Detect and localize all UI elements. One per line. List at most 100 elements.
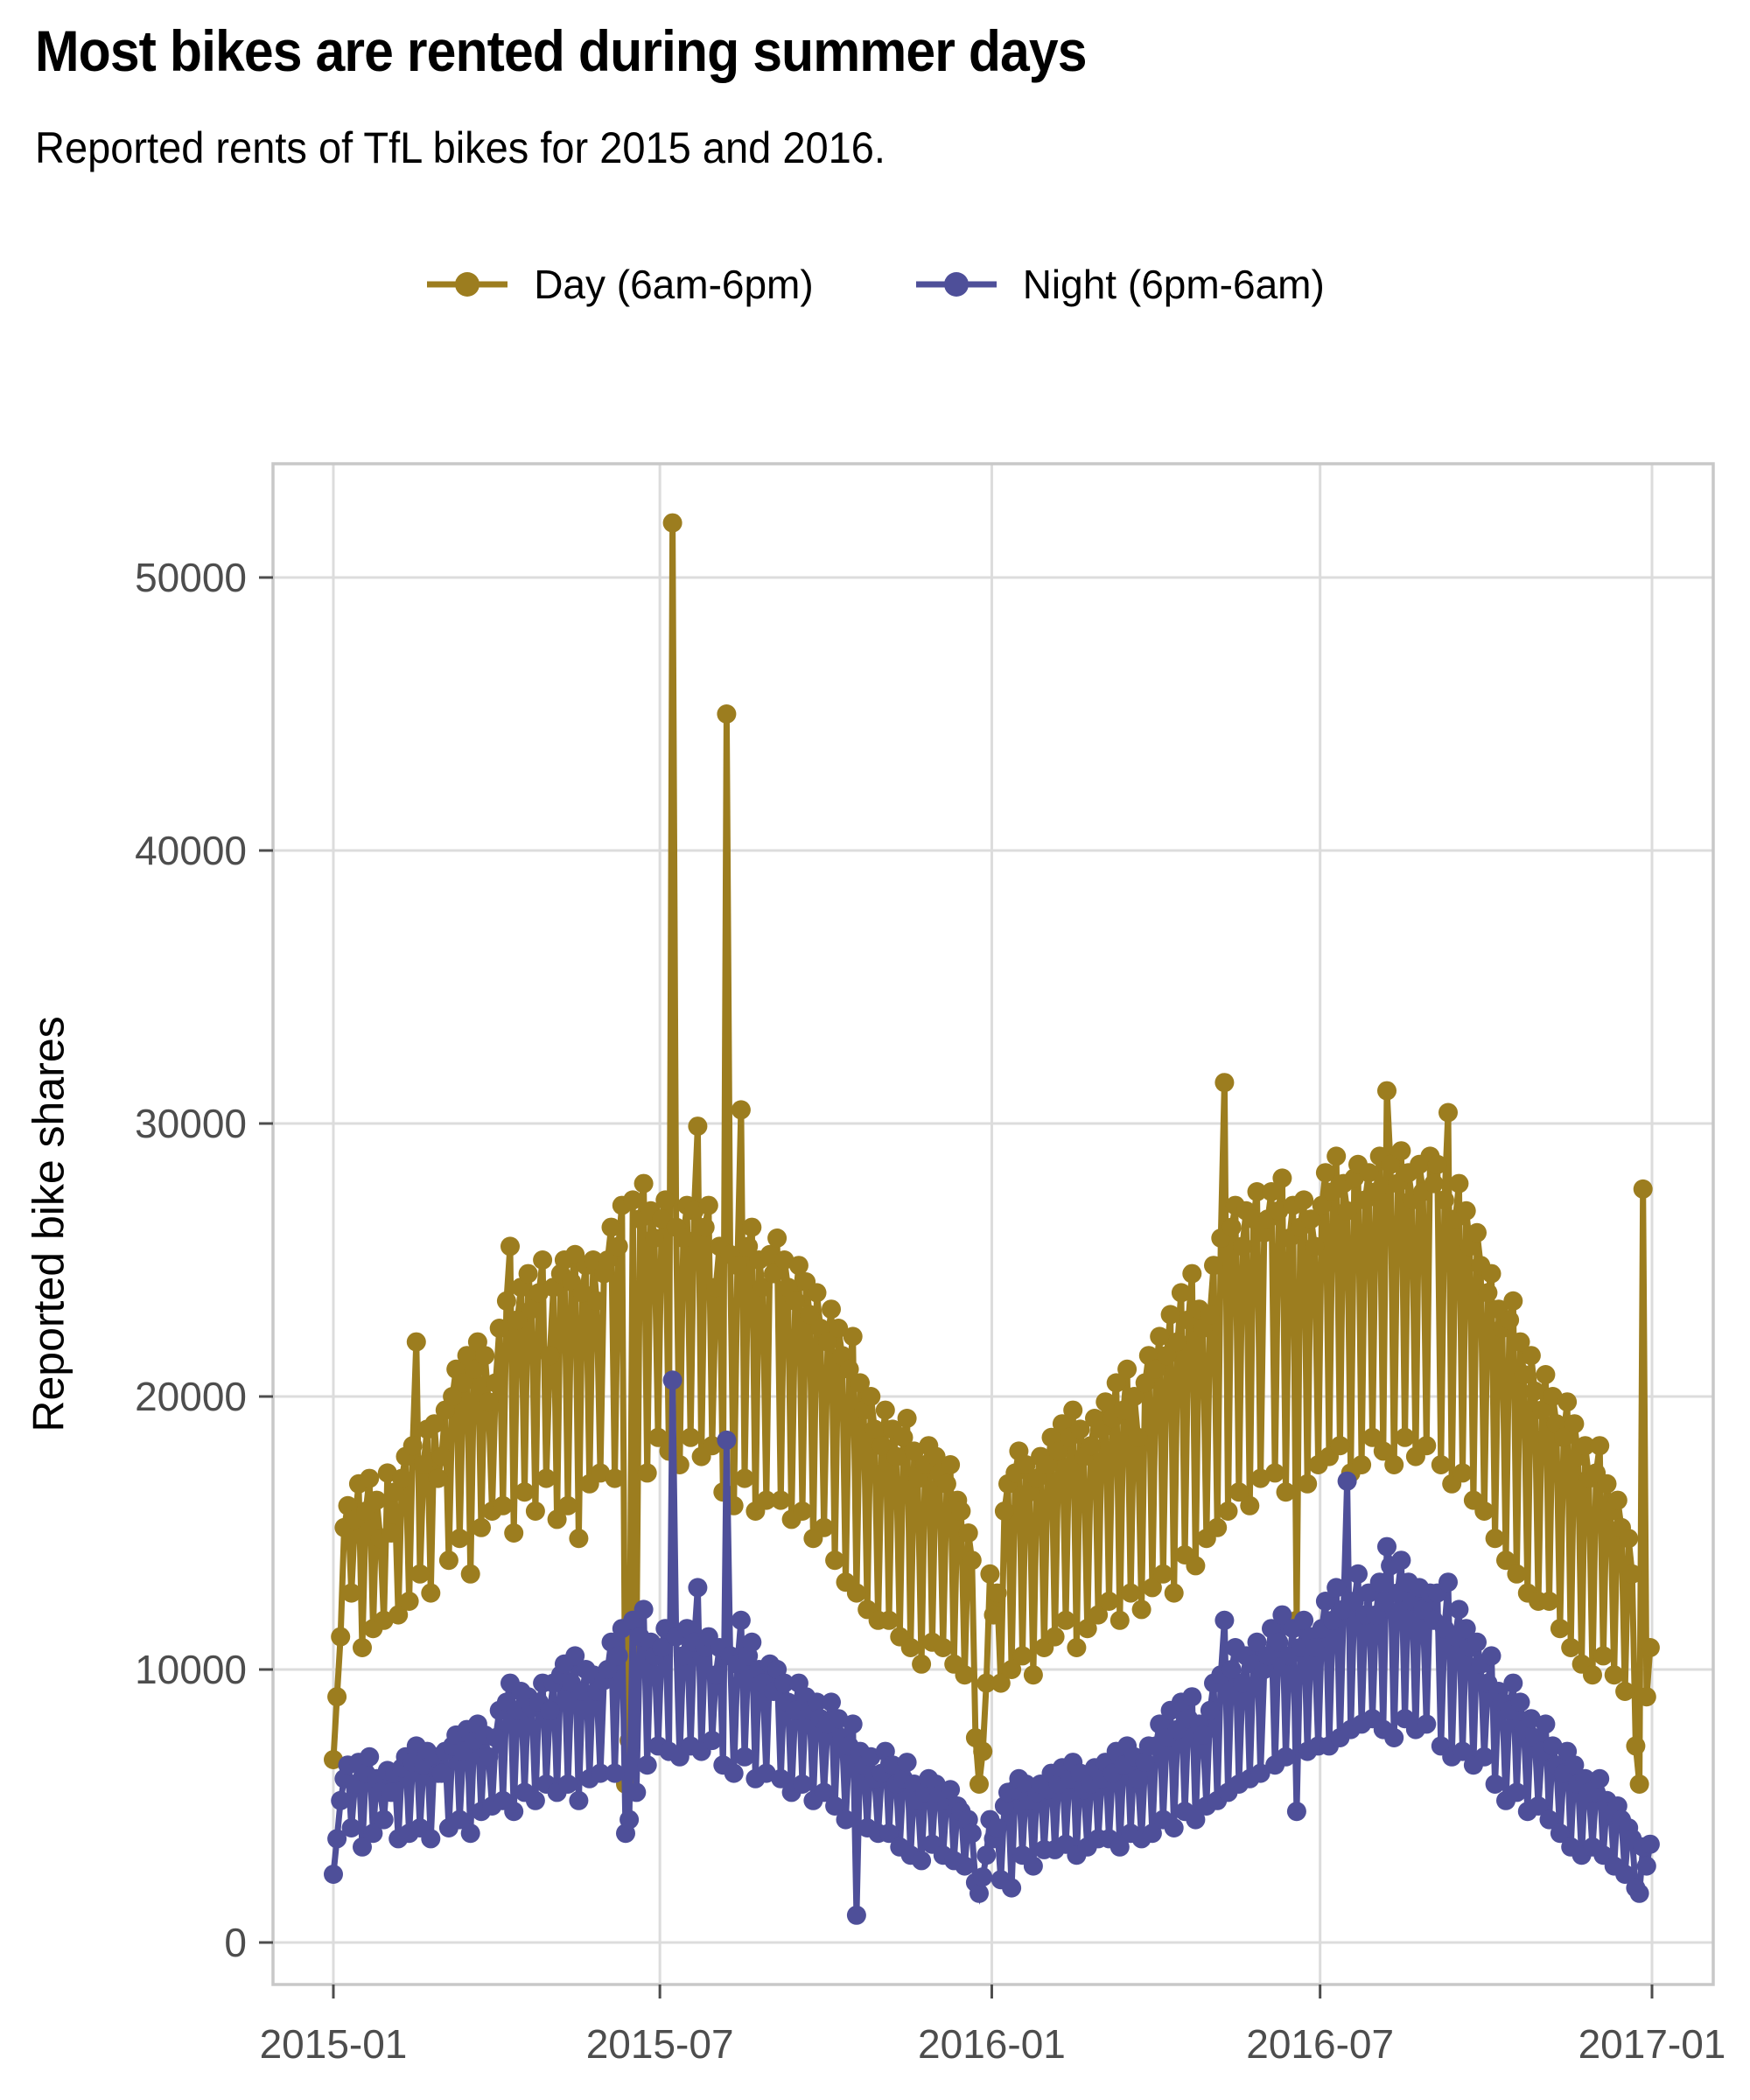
day-am-pm-point — [1153, 1564, 1173, 1584]
night-pm-am-point — [620, 1810, 640, 1830]
night-pm-am-point — [1233, 1673, 1252, 1693]
day-am-pm-point — [662, 513, 682, 533]
day-am-pm-point — [1597, 1474, 1617, 1494]
night-pm-am-point — [1629, 1883, 1649, 1903]
day-am-pm-point — [1500, 1310, 1520, 1330]
day-am-pm-point — [698, 1195, 718, 1215]
day-am-pm-point — [377, 1463, 397, 1483]
day-am-pm-point — [839, 1359, 859, 1379]
day-am-pm-point — [1218, 1502, 1238, 1521]
day-am-pm-point — [1114, 1400, 1133, 1420]
day-am-pm-point — [1604, 1665, 1624, 1685]
y-tick-label: 0 — [224, 1920, 247, 1965]
legend-label-night: Night (6pm-6am) — [1022, 262, 1325, 307]
night-pm-am-point — [525, 1790, 545, 1810]
night-pm-am-point — [1315, 1592, 1335, 1611]
night-pm-am-point — [1467, 1632, 1487, 1652]
day-am-pm-point — [1543, 1387, 1563, 1406]
night-pm-am-point — [1485, 1774, 1505, 1794]
night-pm-am-point — [724, 1763, 744, 1783]
day-am-pm-point — [738, 1236, 759, 1256]
day-am-pm-point — [1250, 1468, 1270, 1488]
day-am-pm-point — [752, 1278, 773, 1298]
day-am-pm-point — [688, 1116, 708, 1137]
day-am-pm-point — [886, 1446, 906, 1466]
day-am-pm-point — [951, 1502, 971, 1521]
day-am-pm-point — [525, 1502, 545, 1521]
day-am-pm-point — [1532, 1400, 1552, 1420]
night-pm-am-point — [1481, 1646, 1502, 1666]
night-pm-am-point — [1337, 1471, 1357, 1491]
day-am-pm-point — [1564, 1414, 1585, 1434]
day-am-pm-point — [1240, 1495, 1260, 1516]
night-pm-am-point — [1550, 1824, 1570, 1844]
day-am-pm-point — [1272, 1168, 1292, 1188]
night-pm-am-point — [634, 1600, 654, 1620]
day-am-pm-point — [1128, 1427, 1148, 1447]
day-am-pm-point — [1164, 1583, 1184, 1603]
night-pm-am-point — [717, 1430, 737, 1450]
day-am-pm-point — [1633, 1179, 1653, 1199]
day-am-pm-point — [367, 1490, 387, 1510]
day-am-pm-point — [1214, 1073, 1235, 1093]
night-pm-am-point — [688, 1578, 708, 1598]
day-am-pm-point — [1449, 1173, 1469, 1194]
day-am-pm-point — [825, 1550, 845, 1571]
night-pm-am-point — [1294, 1610, 1314, 1630]
day-am-pm-point — [829, 1319, 849, 1338]
night-pm-am-point — [702, 1731, 722, 1751]
day-am-pm-point — [1276, 1482, 1296, 1502]
day-am-pm-point — [410, 1564, 430, 1584]
day-am-pm-point — [788, 1256, 808, 1276]
night-pm-am-point — [973, 1867, 993, 1887]
night-pm-am-point — [1135, 1753, 1155, 1773]
day-am-pm-point — [1636, 1687, 1656, 1707]
night-pm-am-point — [1257, 1646, 1278, 1666]
y-tick-label: 40000 — [135, 828, 247, 873]
day-am-pm-point — [1096, 1392, 1116, 1412]
day-am-pm-point — [774, 1250, 794, 1270]
night-pm-am-point — [1222, 1660, 1242, 1679]
day-am-pm-point — [1424, 1173, 1444, 1194]
night-pm-am-point — [331, 1790, 351, 1810]
night-pm-am-point — [846, 1905, 866, 1925]
day-am-pm-point — [1077, 1619, 1097, 1639]
day-am-pm-point — [864, 1419, 885, 1439]
day-am-pm-point — [1622, 1564, 1642, 1584]
day-am-pm-point — [572, 1283, 592, 1303]
day-am-pm-point — [756, 1490, 776, 1510]
day-am-pm-point — [1391, 1141, 1411, 1161]
y-tick-label: 20000 — [135, 1374, 247, 1419]
day-am-pm-point — [958, 1523, 978, 1543]
day-am-pm-point — [1247, 1182, 1267, 1201]
night-pm-am-point — [1543, 1736, 1563, 1756]
day-am-pm-point — [608, 1236, 628, 1256]
night-pm-am-point — [1142, 1824, 1162, 1844]
night-pm-am-point — [1636, 1856, 1656, 1876]
night-pm-am-point — [1214, 1610, 1235, 1630]
day-am-pm-point — [331, 1627, 351, 1647]
day-am-pm-point — [1640, 1638, 1660, 1657]
day-am-pm-point — [1294, 1190, 1314, 1210]
day-am-pm-point — [583, 1250, 603, 1270]
day-am-pm-point — [1200, 1305, 1220, 1325]
day-am-pm-point — [1326, 1146, 1347, 1166]
day-am-pm-point — [843, 1326, 863, 1347]
day-am-pm-point — [962, 1550, 982, 1571]
night-pm-am-point — [1510, 1692, 1530, 1712]
day-am-pm-point — [1208, 1517, 1228, 1537]
day-am-pm-point — [1514, 1365, 1534, 1384]
night-pm-am-point — [1344, 1592, 1364, 1611]
day-am-pm-point — [800, 1305, 820, 1325]
night-pm-am-point — [883, 1755, 903, 1775]
night-pm-am-point — [955, 1856, 975, 1876]
night-pm-am-point — [608, 1646, 628, 1666]
night-pm-am-point — [1326, 1578, 1347, 1598]
night-pm-am-point — [637, 1755, 657, 1775]
day-am-pm-point — [1536, 1365, 1556, 1384]
day-am-pm-point — [382, 1523, 401, 1543]
x-tick-label: 2015-01 — [260, 2021, 408, 2067]
day-am-pm-point — [464, 1359, 484, 1379]
day-am-pm-point — [717, 704, 737, 724]
day-am-pm-point — [558, 1495, 578, 1516]
